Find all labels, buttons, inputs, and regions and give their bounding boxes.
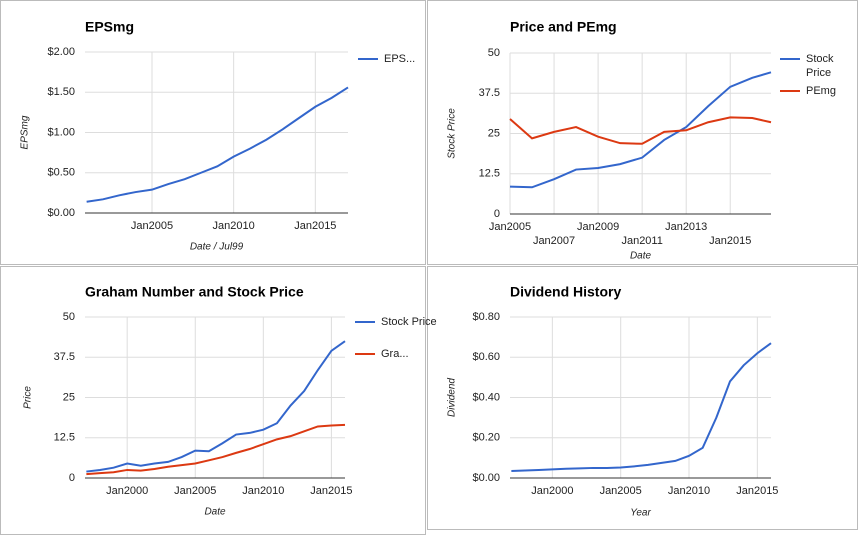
y-tick-label: $0.50 bbox=[47, 167, 75, 179]
y-tick-label: $0.40 bbox=[472, 391, 500, 403]
x-tick-label: Jan2000 bbox=[106, 485, 148, 497]
x-tick-label: Jan2011 bbox=[621, 235, 662, 247]
y-tick-label: $0.00 bbox=[47, 207, 75, 219]
chart-title: Price and PEmg bbox=[510, 19, 617, 35]
y-axis-title: Price bbox=[23, 386, 34, 409]
data-line bbox=[509, 116, 772, 145]
y-axis-title: EPSmg bbox=[20, 115, 31, 149]
x-tick-label: Jan2015 bbox=[310, 485, 352, 497]
x-tick-label: Jan2000 bbox=[531, 485, 573, 497]
y-tick-label: 12.5 bbox=[54, 432, 75, 444]
y-tick-label: $0.00 bbox=[472, 472, 500, 484]
legend-label: Stock Price bbox=[381, 316, 437, 328]
y-tick-label: 37.5 bbox=[479, 87, 500, 99]
y-tick-label: $0.20 bbox=[472, 432, 500, 444]
legend-label: Gra... bbox=[381, 348, 409, 360]
data-line bbox=[86, 423, 346, 476]
data-line bbox=[86, 340, 346, 473]
x-axis-title: Date / Jul99 bbox=[190, 242, 244, 253]
y-tick-label: $2.00 bbox=[47, 46, 75, 58]
y-tick-label: 0 bbox=[494, 208, 500, 220]
legend-item: PEmg bbox=[806, 85, 836, 97]
y-tick-label: 25 bbox=[63, 391, 75, 403]
y-tick-label: 12.5 bbox=[479, 168, 500, 180]
legend-item: Gra... bbox=[381, 348, 409, 360]
y-tick-label: 50 bbox=[488, 47, 500, 59]
x-axis-title: Date bbox=[204, 507, 226, 518]
legend-label: Stock Price bbox=[806, 53, 834, 79]
panel bbox=[0, 0, 426, 265]
y-tick-label: $0.60 bbox=[472, 351, 500, 363]
data-line bbox=[509, 71, 772, 189]
x-tick-label: Jan2013 bbox=[665, 221, 707, 233]
legend-item: EPS... bbox=[384, 53, 416, 65]
x-tick-label: Jan2010 bbox=[668, 485, 710, 497]
y-tick-label: 50 bbox=[63, 311, 75, 323]
chart-title: EPSmg bbox=[85, 19, 134, 35]
data-line bbox=[86, 86, 349, 203]
x-axis-title: Date bbox=[630, 251, 652, 262]
y-tick-label: $1.50 bbox=[47, 86, 75, 98]
chart-title: Graham Number and Stock Price bbox=[85, 284, 304, 300]
x-tick-label: Jan2005 bbox=[131, 220, 173, 232]
y-axis-title: Dividend bbox=[447, 378, 458, 417]
legend-item: Stock Price bbox=[806, 53, 834, 79]
x-tick-label: Jan2010 bbox=[213, 220, 255, 232]
y-tick-label: 37.5 bbox=[54, 351, 75, 363]
x-tick-label: Jan2005 bbox=[600, 485, 642, 497]
y-tick-label: $0.80 bbox=[472, 311, 500, 323]
y-tick-label: $1.00 bbox=[47, 126, 75, 138]
data-line bbox=[511, 342, 772, 472]
y-axis-title: Stock Price bbox=[447, 108, 458, 159]
x-tick-label: Jan2009 bbox=[577, 221, 619, 233]
x-tick-label: Jan2010 bbox=[242, 485, 284, 497]
x-axis-title: Year bbox=[630, 508, 651, 519]
x-tick-label: Jan2007 bbox=[533, 235, 575, 247]
legend-label: PEmg bbox=[806, 85, 836, 97]
x-tick-label: Jan2005 bbox=[174, 485, 216, 497]
chart-title: Dividend History bbox=[510, 284, 621, 300]
x-tick-label: Jan2015 bbox=[736, 485, 778, 497]
y-tick-label: 0 bbox=[69, 472, 75, 484]
x-tick-label: Jan2015 bbox=[294, 220, 336, 232]
legend-label: EPS... bbox=[384, 53, 416, 65]
y-tick-label: 25 bbox=[488, 127, 500, 139]
x-tick-label: Jan2005 bbox=[489, 221, 531, 233]
x-tick-label: Jan2015 bbox=[709, 235, 751, 247]
legend-item: Stock Price bbox=[381, 316, 437, 328]
